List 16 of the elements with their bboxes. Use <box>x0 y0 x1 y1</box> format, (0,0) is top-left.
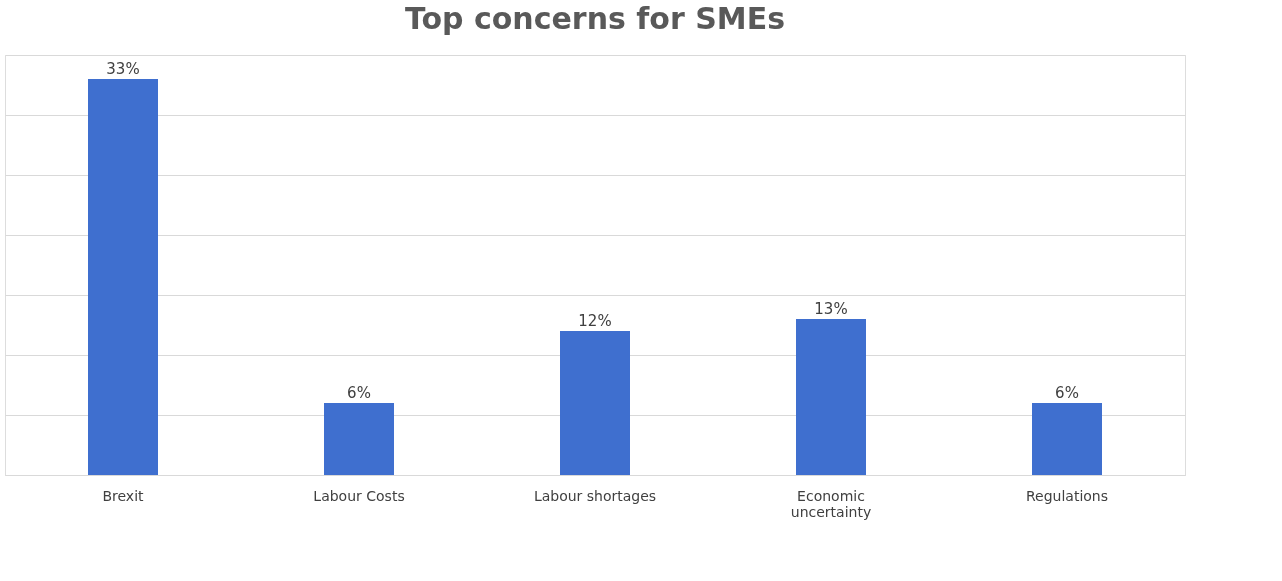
x-tick-label: Regulations <box>1025 487 1109 504</box>
bar <box>1032 403 1102 475</box>
bar <box>796 319 866 475</box>
data-label: 13% <box>814 300 848 318</box>
data-label: 6% <box>1055 384 1079 402</box>
x-tick-label: Labour Costs <box>313 487 405 504</box>
x-tick-label: Economic uncertainty <box>790 487 872 520</box>
bar <box>560 331 630 475</box>
x-tick-label: Labour shortages <box>533 487 657 504</box>
data-label: 33% <box>106 60 140 78</box>
bar <box>324 403 394 475</box>
data-label: 12% <box>578 312 612 330</box>
data-label: 6% <box>347 384 371 402</box>
x-tick-label: Brexit <box>102 487 145 504</box>
chart-title: Top concerns for SMEs <box>404 1 786 36</box>
bar <box>88 79 158 475</box>
